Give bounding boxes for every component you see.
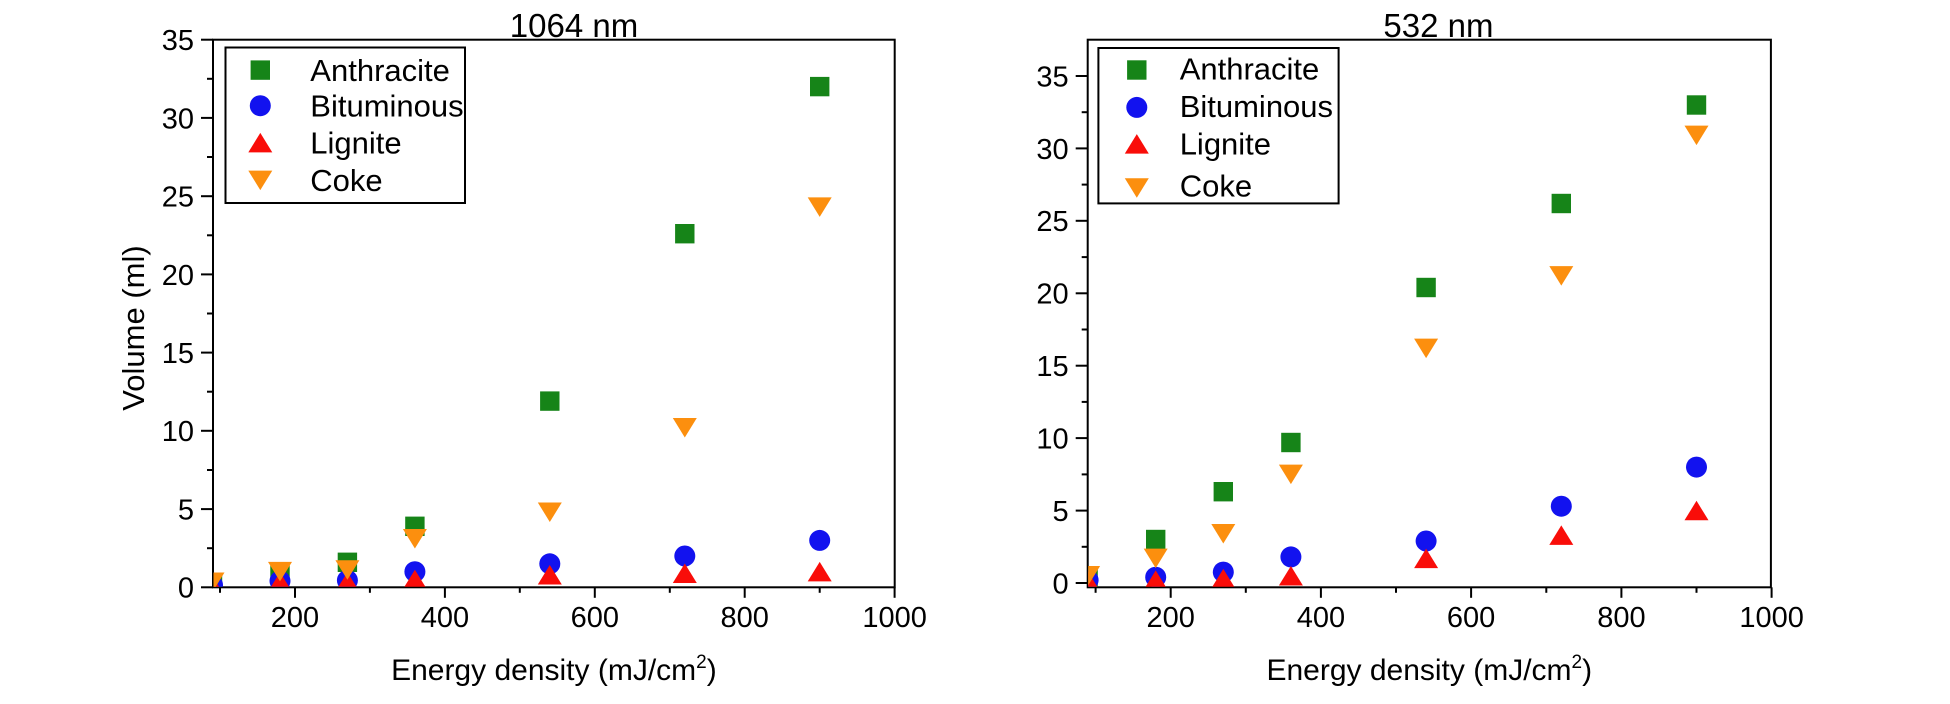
svg-text:800: 800 <box>1597 602 1645 634</box>
svg-text:20: 20 <box>1036 279 1068 311</box>
svg-text:35: 35 <box>162 25 194 57</box>
svg-text:Anthracite: Anthracite <box>310 53 450 88</box>
svg-text:Bituminous: Bituminous <box>1180 89 1333 124</box>
svg-text:Lignite: Lignite <box>310 126 401 161</box>
svg-text:200: 200 <box>1147 602 1195 634</box>
svg-text:Energy density (mJ/cm2): Energy density (mJ/cm2) <box>391 652 717 687</box>
svg-text:Anthracite: Anthracite <box>1180 51 1320 86</box>
svg-text:1000: 1000 <box>1739 602 1804 634</box>
svg-text:200: 200 <box>271 602 319 634</box>
svg-text:20: 20 <box>162 260 194 292</box>
svg-text:15: 15 <box>1036 351 1068 383</box>
svg-text:Lignite: Lignite <box>1180 126 1271 161</box>
svg-text:25: 25 <box>1036 206 1068 238</box>
svg-text:5: 5 <box>1053 496 1069 528</box>
svg-text:30: 30 <box>1036 134 1068 166</box>
svg-text:15: 15 <box>162 338 194 370</box>
svg-text:0: 0 <box>178 573 194 605</box>
svg-text:Bituminous: Bituminous <box>310 89 463 124</box>
svg-text:0: 0 <box>1053 568 1069 600</box>
svg-text:400: 400 <box>1297 602 1345 634</box>
svg-text:1064 nm: 1064 nm <box>510 7 638 44</box>
svg-text:Coke: Coke <box>1180 169 1252 204</box>
svg-text:5: 5 <box>178 495 194 527</box>
svg-text:600: 600 <box>571 602 619 634</box>
svg-text:400: 400 <box>421 602 469 634</box>
svg-text:Energy density (mJ/cm2): Energy density (mJ/cm2) <box>1266 652 1592 687</box>
svg-text:1000: 1000 <box>862 602 927 634</box>
svg-text:30: 30 <box>162 103 194 135</box>
svg-text:Coke: Coke <box>310 163 382 198</box>
svg-text:25: 25 <box>162 182 194 214</box>
svg-text:10: 10 <box>1036 424 1068 456</box>
svg-text:800: 800 <box>721 602 769 634</box>
svg-text:35: 35 <box>1036 61 1068 93</box>
svg-text:600: 600 <box>1447 602 1495 634</box>
svg-text:532 nm: 532 nm <box>1383 7 1493 44</box>
svg-text:Volume (ml): Volume (ml) <box>116 245 151 410</box>
svg-text:10: 10 <box>162 416 194 448</box>
